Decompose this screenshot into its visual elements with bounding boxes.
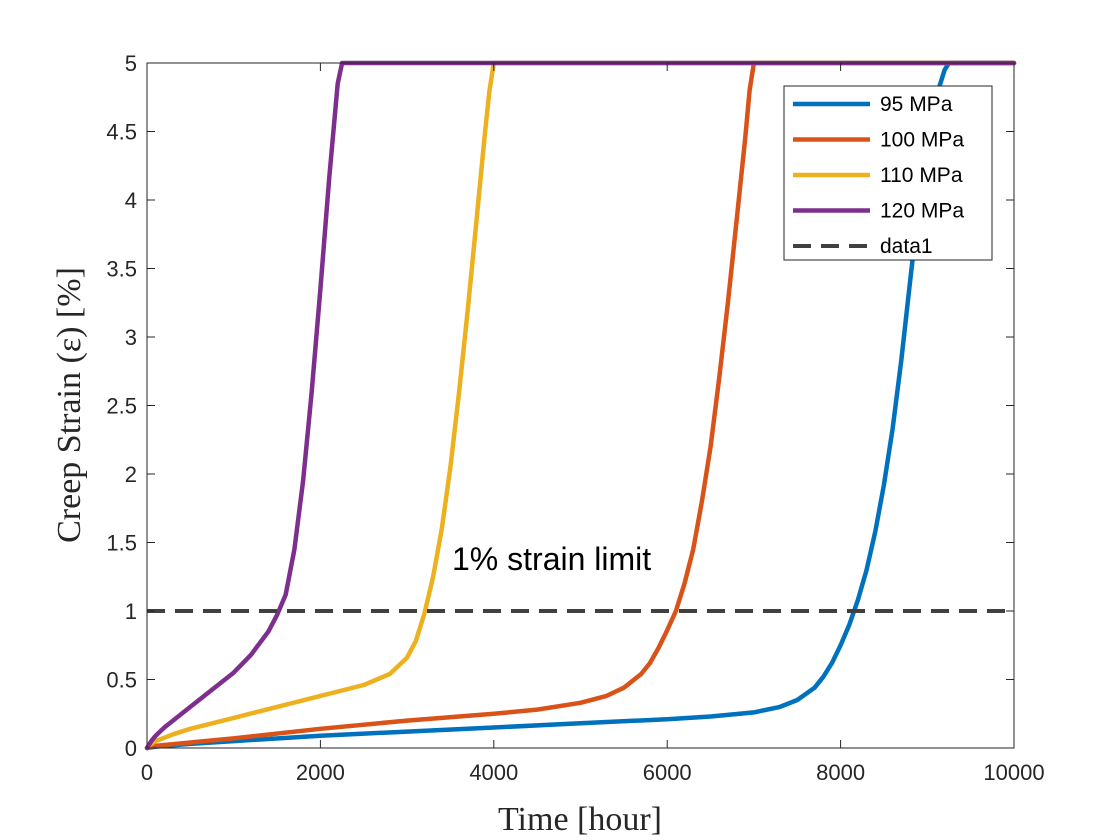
legend-label: 110 MPa <box>880 164 963 187</box>
y-tick-label: 4.5 <box>106 120 137 145</box>
series-line-120-mpa <box>144 60 1017 751</box>
y-tick-label: 1 <box>125 599 137 624</box>
y-tick-label: 3.5 <box>106 257 137 282</box>
legend: 95 MPa 100 MPa 110 MPa 120 MPa data1 <box>783 85 993 261</box>
x-tick-label: 10000 <box>983 760 1044 785</box>
x-axis-title: Time [hour] <box>498 801 662 838</box>
y-tick-label: 2 <box>125 462 137 487</box>
x-tick-label: 0 <box>141 760 153 785</box>
y-tick-label: 2.5 <box>106 394 137 419</box>
series-line-100-mpa <box>144 60 1017 751</box>
x-tick-label: 6000 <box>643 760 692 785</box>
legend-label: data1 <box>880 235 933 258</box>
y-axis-title: Creep Strain (ε) [%] <box>51 267 88 543</box>
legend-label: 100 MPa <box>880 129 964 152</box>
series-line-110-mpa <box>144 60 1017 751</box>
ticks-layer: 0 2000 4000 6000 8000 10000 0 0.5 1 1.5 2 2.5 3 3.5 4 4… <box>106 51 1044 785</box>
x-tick-label: 2000 <box>296 760 345 785</box>
x-tick-label: 8000 <box>816 760 865 785</box>
x-tick-label: 4000 <box>469 760 518 785</box>
annotation-layer: 1% strain limit <box>452 541 651 577</box>
y-tick-label: 0 <box>125 736 137 761</box>
legend-label: 95 MPa <box>880 93 953 116</box>
y-tick-label: 3 <box>125 325 137 350</box>
y-tick-label: 5 <box>125 51 137 76</box>
y-tick-label: 4 <box>125 188 137 213</box>
strain-limit-annotation: 1% strain limit <box>452 541 651 577</box>
y-tick-label: 0.5 <box>106 668 137 693</box>
legend-label: 120 MPa <box>880 200 964 223</box>
y-tick-label: 1.5 <box>106 531 137 556</box>
